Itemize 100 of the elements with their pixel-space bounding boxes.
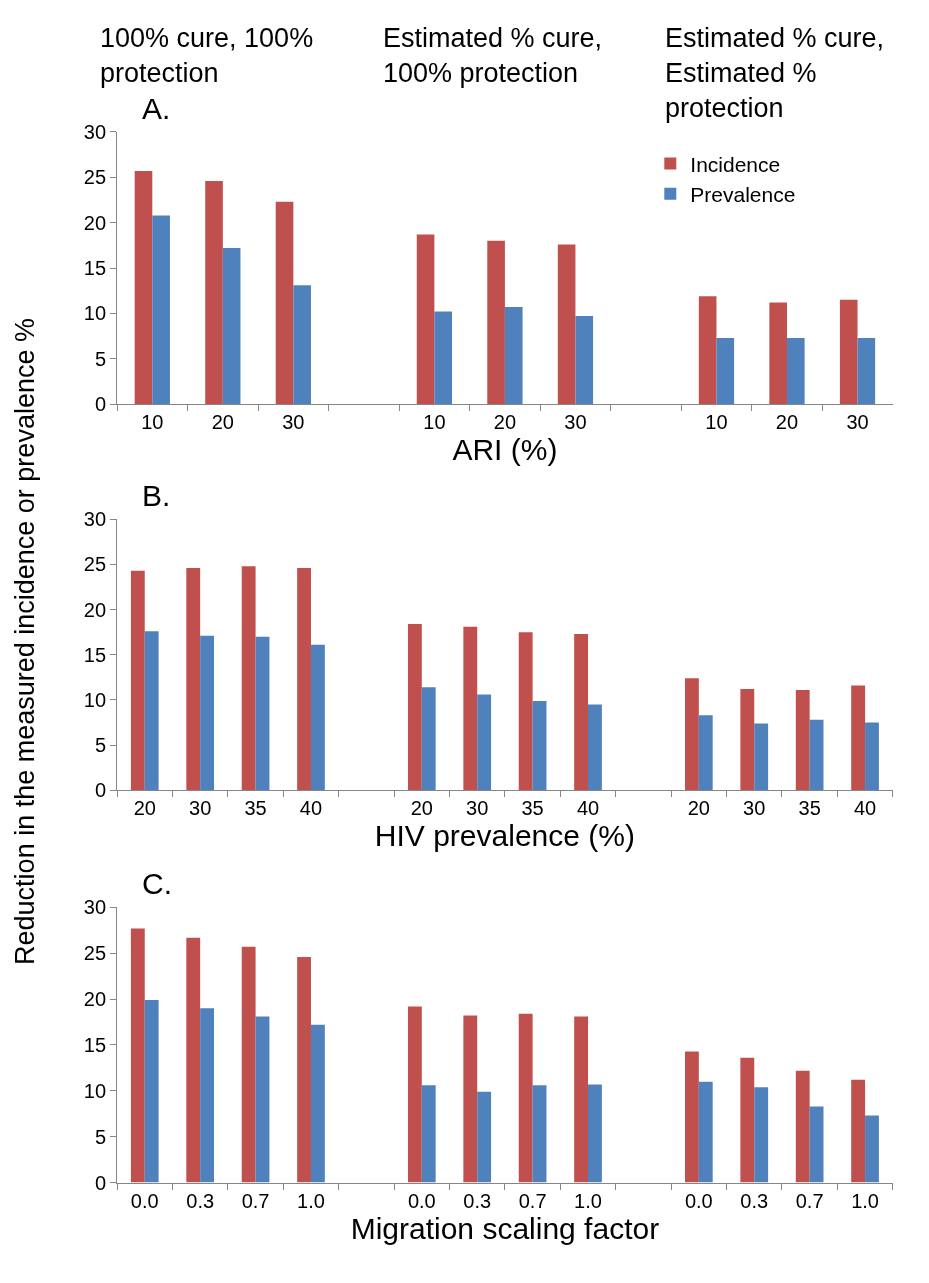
y-tick-label: 10 [83,1079,107,1102]
bar [152,215,170,405]
y-tick-label: 5 [94,734,107,757]
bar [421,1085,436,1183]
bar [297,956,311,1183]
bar [487,240,505,405]
y-tick-label: 0 [94,1171,107,1194]
legend-label: Incidence [690,152,781,176]
bar [407,624,422,791]
bar [839,299,858,405]
bar [130,570,145,791]
x-tick-label: 20 [775,411,799,434]
bar [809,719,824,791]
bar [588,704,602,791]
x-tick-label: 20 [687,797,710,820]
bar [795,1070,810,1183]
y-tick-label: 10 [83,688,107,711]
x-tick-label: 0.7 [241,1189,270,1212]
x-axis-title: ARI (%) [452,433,558,467]
bar [532,700,547,791]
y-axis-title: Reduction in the measured incidence or prevalence % [9,318,40,965]
bar [769,302,787,405]
chart-title: B. [142,479,171,512]
x-tick-label: 40 [576,797,600,820]
x-tick-label: 35 [521,797,544,820]
x-tick-label: 40 [853,797,877,820]
x-tick-label: 35 [798,797,821,820]
bar [310,644,325,791]
x-tick-label: 30 [564,411,587,434]
x-tick-label: 20 [410,797,433,820]
bar [518,632,533,791]
y-tick-label: 5 [94,347,107,370]
bar [698,1081,713,1183]
bar [241,566,256,791]
x-tick-label: 0.3 [740,1189,769,1212]
x-tick-label: 0.7 [518,1189,547,1212]
bar [477,1091,492,1183]
bar [255,636,270,791]
x-tick-label: 30 [846,411,869,434]
bar [222,248,241,405]
x-tick-label: 30 [282,411,305,434]
bar [186,567,201,791]
y-tick-label: 0 [94,779,107,802]
y-tick-label: 20 [83,988,107,1011]
x-tick-label: 10 [705,411,728,434]
y-tick-label: 25 [83,553,107,576]
x-tick-label: 0.3 [186,1189,215,1212]
bar [857,337,876,405]
x-tick-label: 0.7 [795,1189,824,1212]
bar [575,316,594,405]
x-tick-label: 0.0 [684,1189,713,1212]
x-tick-label: 20 [133,797,156,820]
x-tick-label: 10 [141,411,164,434]
bar [518,1013,533,1183]
bar [421,687,436,791]
bar [255,1016,270,1183]
x-tick-label: 0.0 [130,1189,159,1212]
x-tick-label: 35 [244,797,267,820]
bar [200,1008,215,1183]
bar [795,690,810,791]
bar [532,1085,547,1183]
x-tick-label: 1.0 [574,1189,602,1212]
bar [407,1006,422,1183]
bar [740,1057,755,1183]
bar [463,626,478,791]
bar [851,1079,866,1183]
bar [130,928,145,1183]
y-tick-label: 15 [83,1033,107,1056]
bar [754,723,769,791]
bar [684,678,699,791]
y-tick-label: 0 [94,393,107,416]
x-tick-label: 1.0 [297,1189,325,1212]
bar [716,337,735,405]
x-tick-label: 20 [211,411,234,434]
bar [851,685,866,791]
y-tick-label: 25 [83,166,107,189]
bar [275,201,294,405]
text: Estimated % cure, Estimated % protection [665,23,885,124]
bar [241,946,256,1183]
bar [463,1015,478,1183]
bar [698,715,713,791]
x-axis-title: HIV prevalence (%) [374,819,635,853]
bar [205,180,223,405]
x-tick-label: 30 [189,797,212,820]
bar [434,311,453,405]
x-tick-label: 0.0 [407,1189,436,1212]
bar [574,1016,589,1183]
y-tick-label: 30 [83,120,107,143]
bar [574,633,589,791]
y-tick-label: 15 [83,257,107,280]
bar [477,694,492,791]
bar [786,337,805,405]
bar [310,1024,325,1183]
y-tick-label: 15 [83,643,107,666]
bar [186,937,201,1183]
legend-label: Prevalence [690,183,796,207]
bar [698,296,717,405]
x-tick-label: 1.0 [851,1189,879,1212]
text: Estimated % cure, 100% protection [383,23,603,89]
bar [684,1051,699,1183]
